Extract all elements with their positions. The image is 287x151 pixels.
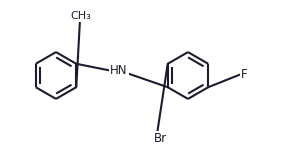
Text: HN: HN: [110, 64, 128, 77]
Text: CH₃: CH₃: [70, 11, 91, 21]
Text: Br: Br: [154, 132, 167, 145]
Text: F: F: [241, 68, 248, 81]
